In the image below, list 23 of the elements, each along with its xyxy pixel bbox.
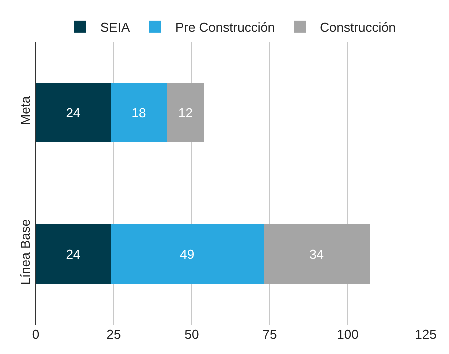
x-tick-label: 75 — [262, 327, 278, 342]
data-label: 12 — [178, 105, 193, 120]
bar — [167, 83, 204, 142]
data-label: 24 — [66, 105, 81, 120]
bar — [110, 224, 264, 284]
bar — [110, 83, 168, 142]
x-tick-label: 0 — [32, 327, 40, 342]
data-label: 34 — [310, 246, 324, 262]
data-label: 49 — [180, 246, 195, 262]
data-label: 18 — [132, 105, 146, 120]
data-label: 24 — [66, 246, 81, 262]
legend-label: Construcción — [320, 20, 396, 36]
x-tick-label: 50 — [184, 327, 200, 342]
bar — [264, 224, 370, 284]
bar — [36, 83, 111, 142]
x-tick-label: 100 — [337, 327, 359, 342]
legend-label: SEIA — [100, 20, 130, 36]
x-tick-label: 125 — [415, 327, 437, 342]
y-tick-label: Línea Base — [18, 219, 33, 286]
legend-label: Pre Construcción — [175, 20, 276, 36]
x-tick-label: 25 — [106, 327, 122, 342]
bar — [36, 224, 111, 284]
y-tick-label: Meta — [18, 96, 33, 126]
